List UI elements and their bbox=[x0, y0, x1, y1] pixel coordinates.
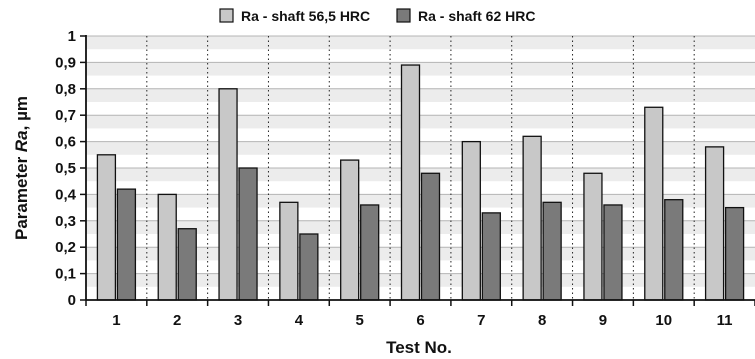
x-tick-labels: 1 2 3 4 5 6 7 8 9 10 11 bbox=[112, 312, 732, 329]
bar-series-2 bbox=[238, 167, 258, 301]
bar-series-2 bbox=[481, 212, 501, 301]
x-tick-label: 10 bbox=[655, 312, 672, 329]
y-tick-label: 0,5 bbox=[55, 160, 76, 177]
bar-series-1 bbox=[583, 172, 603, 301]
y-tick-label: 0,8 bbox=[55, 81, 76, 98]
y-axis-title-prefix: Parameter bbox=[12, 152, 31, 240]
y-tick-labels: 0 0,1 0,2 0,3 0,4 0,5 0,6 0,7 0,8 0,9 1 bbox=[55, 28, 77, 309]
x-tick-label: 2 bbox=[173, 312, 181, 329]
grid-band bbox=[86, 36, 755, 50]
group-separators bbox=[146, 36, 695, 300]
y-axis-title-suffix: , µm bbox=[12, 96, 31, 130]
x-tick-label: 7 bbox=[477, 312, 485, 329]
legend-label-series-1: Ra - shaft 56,5 HRC bbox=[241, 8, 370, 24]
x-tick-label: 11 bbox=[717, 312, 733, 329]
grid-bands bbox=[86, 35, 755, 287]
y-tick-label: 1 bbox=[68, 28, 76, 45]
bar-series-1 bbox=[279, 201, 299, 301]
grid-band bbox=[86, 88, 755, 102]
grid-band bbox=[86, 62, 755, 76]
bar-series-1 bbox=[461, 140, 481, 301]
x-axis-title: Test No. bbox=[386, 338, 452, 357]
legend: Ra - shaft 56,5 HRC Ra - shaft 62 HRC bbox=[219, 8, 535, 24]
bar-series-2 bbox=[177, 228, 197, 301]
bar-series-1 bbox=[96, 154, 117, 301]
y-tick-label: 0,6 bbox=[55, 134, 76, 151]
bar-series-2 bbox=[360, 204, 380, 301]
bar-series-2 bbox=[603, 204, 623, 301]
x-tick-label: 6 bbox=[416, 312, 424, 329]
legend-swatch-series-1 bbox=[219, 8, 234, 23]
bar-series-2 bbox=[724, 206, 745, 301]
axes bbox=[80, 35, 755, 306]
bar-series-2 bbox=[664, 199, 684, 301]
grid-band bbox=[86, 115, 755, 129]
y-tick-label: 0,3 bbox=[55, 213, 76, 230]
grid-band bbox=[86, 141, 755, 155]
bar-series-1 bbox=[157, 193, 177, 301]
x-tick-label: 8 bbox=[538, 312, 546, 329]
bar-series-2 bbox=[420, 172, 441, 301]
bar-series-1 bbox=[340, 159, 360, 301]
y-axis-title: Parameter Ra, µm bbox=[12, 96, 31, 240]
bar-series-1 bbox=[218, 88, 238, 301]
y-tick-label: 0,9 bbox=[55, 54, 76, 71]
y-tick-label: 0,1 bbox=[55, 266, 76, 283]
bar-series-1 bbox=[704, 146, 725, 301]
legend-label-series-2: Ra - shaft 62 HRC bbox=[418, 8, 535, 24]
y-axis-title-symbol: Ra bbox=[12, 130, 31, 152]
legend-swatch-series-2 bbox=[396, 8, 411, 23]
y-tick-label: 0,2 bbox=[55, 239, 76, 256]
y-tick-label: 0,4 bbox=[55, 186, 77, 203]
x-tick-label: 9 bbox=[599, 312, 607, 329]
x-tick-label: 4 bbox=[295, 312, 304, 329]
bar-series-2 bbox=[542, 201, 562, 301]
bar-series-1 bbox=[644, 106, 664, 301]
x-tick-label: 1 bbox=[112, 312, 120, 329]
bar-series-2 bbox=[299, 233, 319, 301]
y-tick-label: 0 bbox=[68, 292, 76, 309]
bar-series-2 bbox=[116, 188, 137, 301]
bar-series-1 bbox=[522, 135, 542, 301]
x-tick-label: 5 bbox=[356, 312, 364, 329]
y-tick-label: 0,7 bbox=[55, 107, 76, 124]
x-tick-label: 3 bbox=[234, 312, 242, 329]
bar-series-1 bbox=[400, 64, 421, 301]
bars bbox=[96, 64, 745, 301]
